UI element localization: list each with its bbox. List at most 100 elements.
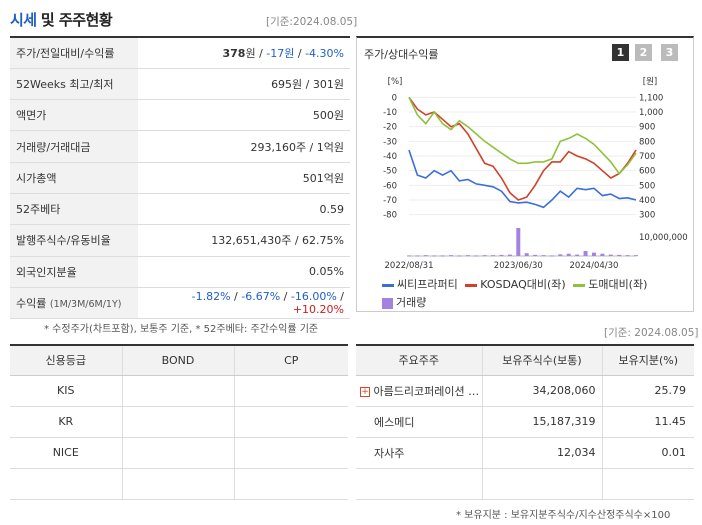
expand-icon[interactable]: + <box>360 386 370 397</box>
volume-bar <box>575 254 580 256</box>
left-tick-label: -20 <box>383 123 397 133</box>
column-header: 신용등급 <box>10 345 123 376</box>
holder-name[interactable]: + 아름드리코퍼레이션 … <box>356 375 483 407</box>
empty-cell <box>122 468 235 500</box>
left-tick-label: -40 <box>383 152 397 162</box>
volume-bar <box>516 228 521 256</box>
legend-swatch <box>382 297 393 309</box>
holders-note: * 보유지분 : 보유지분주식수/지수산정주식수×100 <box>456 510 671 521</box>
volume-bar <box>625 255 630 257</box>
cp-cell <box>234 437 348 469</box>
row-label: 발행주식수/유동비율 <box>10 224 138 257</box>
table-row: 52Weeks 최고/최저 695원 / 301원 <box>10 68 350 101</box>
table-row: 주가/전일대비/수익률 378원 / -17원 / -4.30% <box>10 37 350 69</box>
legend-item: 씨티프라퍼티 <box>382 278 458 291</box>
stake-value: 0.01 <box>602 437 694 469</box>
empty-cell <box>602 468 694 500</box>
table-row: 수익률 (1M/3M/6M/1Y) -1.82% / -6.67% / -16.… <box>10 287 350 320</box>
tab-2[interactable]: 2 <box>635 44 652 61</box>
volume-bar <box>474 255 479 257</box>
series-line <box>408 149 637 209</box>
x-tick-label: 2024/04/30 <box>569 261 618 271</box>
left-tick-label: -50 <box>383 167 397 177</box>
volume-bar <box>491 255 496 257</box>
left-tick-label: -60 <box>383 181 397 191</box>
table-row: 자사주 12,034 0.01 <box>356 437 694 469</box>
volume-bar <box>407 255 411 257</box>
row-label: 거래량/거래대금 <box>10 130 138 163</box>
volume-bar <box>600 253 605 256</box>
series-line <box>408 96 637 201</box>
volume-bar <box>440 255 445 257</box>
right-tick-label: 700 <box>639 152 655 162</box>
right-tick-label: 800 <box>639 137 655 147</box>
volume-bar <box>499 254 504 256</box>
volume-bar <box>524 253 529 256</box>
price-chart: [%] [원] 0 -10 -20 -30 -40 -50 -60 -70 -80 1,100 1,00… <box>383 77 688 271</box>
row-label: 52Weeks 최고/최저 <box>10 68 138 101</box>
volume-bar <box>541 255 546 257</box>
bond-cell <box>122 375 235 407</box>
right-tick-label: 500 <box>639 181 655 191</box>
volume-bar <box>591 252 596 256</box>
row-value: 501억원 <box>138 162 350 194</box>
empty-cell <box>356 468 483 500</box>
volume-bar <box>457 255 462 257</box>
credit-rating-table: 신용등급 BOND CP KIS KR NICE <box>10 344 348 500</box>
legend-item: 거래량 <box>382 294 692 310</box>
left-axis-unit: [%] <box>388 77 403 87</box>
left-tick-label: -70 <box>383 196 397 206</box>
volume-bar <box>482 255 487 257</box>
right-tick-label: 300 <box>639 211 655 221</box>
tab-3[interactable]: 3 <box>661 44 678 61</box>
right-tick-label: 900 <box>639 123 655 133</box>
volume-bar <box>423 255 428 257</box>
volume-bar <box>507 254 512 256</box>
cp-cell <box>234 406 348 438</box>
volume-bar <box>533 254 538 256</box>
volume-bar <box>583 250 588 256</box>
table-header-row: 신용등급 BOND CP <box>10 345 348 376</box>
right-tick-label: 1,000 <box>639 108 663 118</box>
table-row <box>10 468 348 500</box>
table-row: + 아름드리코퍼레이션 … 34,208,060 25.79 <box>356 375 694 407</box>
chart-panel <box>356 36 694 312</box>
legend-swatch <box>382 283 394 287</box>
column-header: BOND <box>122 345 235 376</box>
volume-bar <box>432 255 437 257</box>
row-value: 0.05% <box>138 256 350 288</box>
cp-cell <box>234 375 348 407</box>
volume-bar <box>566 253 571 256</box>
volume-bar <box>608 254 613 256</box>
bond-cell <box>122 406 235 438</box>
legend-swatch <box>573 283 586 287</box>
volume-bar <box>617 254 622 256</box>
section-title: 시세 및 주주현황 <box>10 11 113 29</box>
rating-agency: NICE <box>10 437 123 469</box>
column-header: 보유주식수(보통) <box>482 345 603 376</box>
table-row: 발행주식수/유동비율 132,651,430주 / 62.75% <box>10 224 350 257</box>
chart-legend: 씨티프라퍼티 KOSDAQ대비(좌) 도매대비(좌) 거래량 <box>382 276 692 310</box>
column-header: 보유지분(%) <box>602 345 694 376</box>
tab-1[interactable]: 1 <box>612 44 629 61</box>
row-value: 500원 <box>138 99 350 132</box>
holder-name: 에스메디 <box>356 406 483 438</box>
volume-axis-label: 10,000,000 <box>639 233 688 243</box>
bottom-base-date: [기준: 2024.08.05] <box>604 327 699 339</box>
row-label: 시가총액 <box>10 162 138 194</box>
table-row: NICE <box>10 437 348 469</box>
holder-name: 자사주 <box>356 437 483 469</box>
returns-value: -1.82% / -6.67% / -16.00% / +10.20% <box>138 287 350 320</box>
series-line <box>408 96 637 175</box>
empty-cell <box>234 468 348 500</box>
rating-agency: KIS <box>10 375 123 407</box>
table-row: 액면가 500원 <box>10 99 350 132</box>
x-tick-label: 2022/08/31 <box>385 261 434 271</box>
row-value: 0.59 <box>138 193 350 226</box>
empty-cell <box>482 468 603 500</box>
row-label: 수익률 (1M/3M/6M/1Y) <box>10 287 138 320</box>
bond-cell <box>122 437 235 469</box>
table-row: 시가총액 501억원 <box>10 162 350 194</box>
row-value: 293,160주 / 1억원 <box>138 130 350 163</box>
left-tick-label: 0 <box>392 93 397 103</box>
